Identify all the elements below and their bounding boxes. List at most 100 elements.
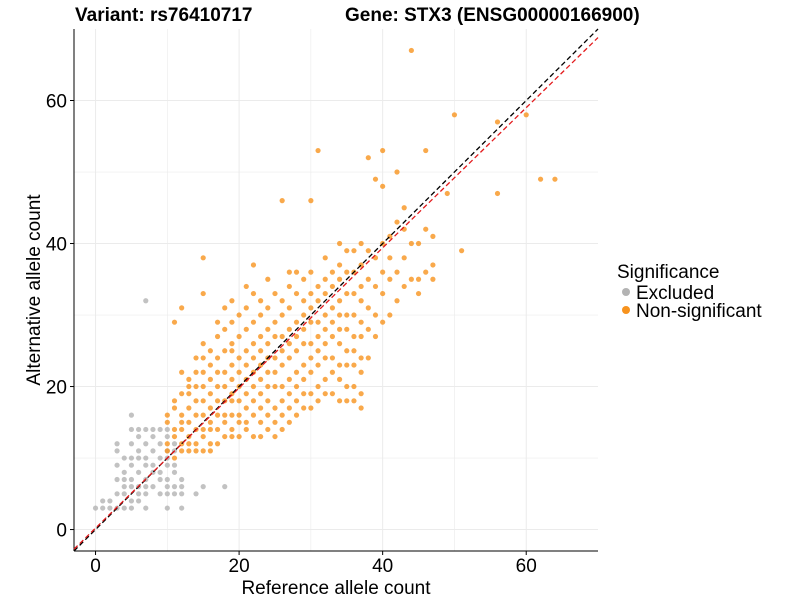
point-non-significant-114 (258, 405, 264, 411)
point-non-significant-50 (207, 391, 213, 397)
point-non-significant-104 (250, 398, 257, 404)
point-non-significant-169 (293, 269, 300, 275)
point-non-significant-270 (387, 312, 393, 318)
point-non-significant-90 (236, 333, 242, 340)
point-non-significant-81 (229, 319, 235, 325)
point-non-significant-282 (408, 276, 414, 282)
point-excluded-47 (150, 433, 156, 440)
point-non-significant-263 (372, 176, 379, 182)
point-non-significant-220 (336, 312, 343, 318)
point-non-significant-161 (293, 412, 300, 418)
chart-title-gene: Gene: STX3 (ENSG00000166900) (345, 5, 640, 26)
point-non-significant-84 (236, 419, 242, 425)
point-non-significant-93 (243, 419, 249, 425)
point-non-significant-227 (344, 362, 350, 368)
point-non-significant-137 (272, 355, 278, 361)
point-non-significant-295 (451, 112, 458, 118)
point-non-significant-34 (200, 448, 206, 454)
point-excluded-52 (157, 455, 163, 461)
point-non-significant-73 (229, 426, 235, 433)
legend-label-excluded: Excluded (636, 283, 714, 304)
point-non-significant-210 (329, 333, 336, 340)
point-excluded-49 (157, 491, 163, 497)
point-non-significant-29 (193, 412, 199, 418)
point-non-significant-296 (459, 248, 465, 254)
point-non-significant-83 (236, 433, 242, 440)
point-excluded-27 (136, 491, 142, 497)
point-non-significant-294 (444, 190, 450, 197)
point-excluded-29 (136, 469, 142, 475)
point-excluded-66 (171, 469, 178, 475)
point-non-significant-195 (315, 298, 321, 304)
point-excluded-0 (92, 505, 99, 511)
reference-line-fit (73, 37, 599, 550)
point-non-significant-248 (358, 319, 364, 325)
point-non-significant-242 (351, 248, 357, 254)
point-non-significant-95 (243, 391, 249, 397)
point-non-significant-207 (329, 391, 336, 397)
point-non-significant-67 (222, 383, 228, 390)
legend-title: Significance (617, 262, 719, 283)
point-non-significant-79 (229, 348, 235, 354)
point-non-significant-56 (214, 412, 221, 418)
point-excluded-70 (179, 505, 185, 511)
point-excluded-31 (136, 448, 142, 454)
point-excluded-21 (128, 462, 135, 468)
point-non-significant-186 (308, 290, 314, 297)
point-non-significant-173 (301, 362, 307, 368)
point-non-significant-37 (200, 412, 206, 418)
point-non-significant-103 (250, 412, 257, 418)
point-non-significant-131 (265, 276, 271, 282)
point-excluded-51 (157, 469, 163, 475)
point-excluded-9 (114, 448, 120, 454)
point-non-significant-193 (315, 333, 321, 340)
point-non-significant-41 (200, 355, 206, 361)
point-excluded-25 (128, 412, 135, 418)
point-non-significant-105 (250, 383, 257, 390)
point-non-significant-108 (250, 341, 257, 347)
x-tick-label-0: 0 (90, 556, 101, 577)
point-excluded-15 (121, 469, 127, 475)
point-non-significant-225 (344, 398, 350, 404)
point-non-significant-136 (272, 369, 278, 375)
point-non-significant-141 (279, 426, 285, 433)
legend: Significance Excluded Non-significant (617, 262, 762, 322)
legend-label-non-significant: Non-significant (636, 301, 762, 322)
point-non-significant-14 (179, 412, 185, 418)
point-non-significant-82 (229, 298, 235, 304)
point-non-significant-13 (179, 419, 185, 425)
point-non-significant-65 (222, 412, 228, 418)
point-non-significant-135 (272, 383, 278, 390)
point-excluded-64 (171, 491, 178, 497)
point-non-significant-146 (279, 348, 285, 354)
y-tick-label-20: 20 (46, 378, 67, 399)
point-non-significant-1 (164, 441, 170, 447)
point-non-significant-35 (200, 433, 206, 440)
point-non-significant-15 (179, 391, 185, 397)
point-non-significant-98 (243, 348, 249, 354)
point-non-significant-139 (272, 319, 278, 325)
point-excluded-48 (150, 426, 156, 433)
point-non-significant-171 (301, 391, 307, 397)
point-excluded-4 (107, 505, 113, 511)
point-excluded-11 (121, 505, 127, 511)
point-non-significant-201 (322, 341, 328, 347)
point-non-significant-292 (430, 262, 436, 268)
point-non-significant-290 (423, 147, 429, 154)
point-non-significant-64 (222, 419, 228, 425)
point-non-significant-58 (214, 383, 221, 390)
point-non-significant-132 (272, 433, 278, 440)
point-non-significant-224 (336, 240, 343, 247)
point-non-significant-259 (372, 333, 379, 340)
y-axis-title: Alternative allele count (24, 194, 45, 386)
point-non-significant-256 (365, 276, 371, 282)
point-non-significant-289 (423, 226, 429, 232)
point-non-significant-129 (265, 326, 271, 332)
point-excluded-18 (128, 498, 135, 504)
point-non-significant-243 (358, 405, 364, 411)
point-excluded-23 (128, 441, 135, 447)
point-non-significant-222 (336, 276, 343, 282)
point-non-significant-166 (293, 333, 300, 340)
point-non-significant-266 (380, 269, 386, 275)
